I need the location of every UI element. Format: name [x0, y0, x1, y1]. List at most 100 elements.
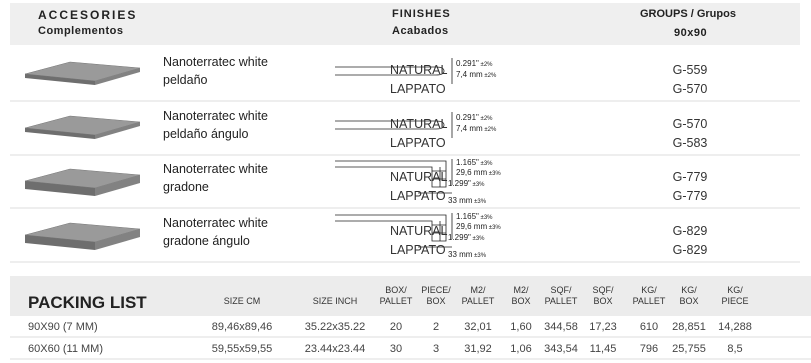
tolerance: ±3%	[470, 182, 485, 188]
profile	[335, 214, 447, 242]
column-header: BOX	[679, 296, 699, 306]
accessory-name: Nanoterratec white	[163, 216, 268, 230]
cell: 25,755	[672, 343, 706, 355]
dimension: 7,4 mm ±2%	[456, 70, 497, 80]
group: G-829	[672, 224, 708, 238]
tile-side	[95, 68, 140, 85]
dimension: 29,6 mm ±3%	[456, 222, 501, 232]
profile	[335, 66, 445, 76]
cell: 8,5	[727, 343, 743, 355]
header-accessories-es: Complementos	[38, 25, 124, 37]
tile-side	[95, 175, 140, 196]
cell: 90X90 (7 MM)	[28, 321, 98, 333]
finish: NATURAL	[390, 63, 448, 77]
group: G-583	[672, 136, 708, 150]
column-header: SIZE INCH	[312, 296, 358, 306]
column-header: PIECE/	[421, 285, 451, 295]
tolerance: ±3%	[487, 225, 501, 231]
column-header: SQF/	[592, 285, 614, 295]
tile-side	[95, 229, 140, 250]
cell: 11,45	[589, 343, 617, 355]
tolerance: ±3%	[478, 215, 493, 221]
accessory-name: gradone ángulo	[163, 234, 250, 248]
finish: NATURAL	[390, 170, 448, 184]
cell: 60X60 (11 MM)	[28, 343, 103, 355]
tolerance: ±2%	[482, 73, 497, 79]
cell: 343,54	[544, 343, 578, 355]
tile-front	[25, 181, 95, 196]
dimension: 1.165" ±3%	[456, 158, 493, 168]
cell: 30	[389, 343, 403, 355]
column-header: PALLET	[632, 296, 666, 306]
dimension: 0.291" ±2%	[456, 59, 493, 69]
header-finishes-es: Acabados	[392, 25, 449, 37]
column-header: KG/	[681, 285, 697, 295]
packing-header-band	[10, 276, 811, 316]
packing-title: PACKING LIST	[28, 293, 147, 312]
column-header: M2/	[470, 285, 486, 295]
cell: 59,55x59,55	[211, 343, 273, 355]
cell: 31,92	[464, 343, 492, 355]
tolerance: ±3%	[472, 253, 487, 259]
cell: 17,23	[589, 321, 617, 333]
finish: LAPPATO	[390, 82, 446, 96]
tolerance: ±3%	[478, 161, 493, 167]
column-header: PIECE	[721, 296, 749, 306]
column-header: BOX/	[385, 285, 407, 295]
finish: LAPPATO	[390, 243, 446, 257]
column-header: KG/	[727, 285, 743, 295]
tolerance: ±3%	[470, 236, 485, 242]
cell: 344,58	[544, 321, 578, 333]
group: G-829	[672, 243, 708, 257]
accessory-name: peldaño	[163, 73, 208, 87]
dimension: 1.299" ±3%	[448, 233, 485, 243]
column-header: BOX	[593, 296, 613, 306]
header-finishes: FINISHES	[392, 8, 451, 20]
finish: LAPPATO	[390, 136, 446, 150]
profile	[335, 160, 447, 188]
finish: NATURAL	[390, 224, 448, 238]
cell: 20	[389, 321, 403, 333]
column-header: PALLET	[544, 296, 578, 306]
accessory-name: Nanoterratec white	[163, 162, 268, 176]
cell: 610	[639, 321, 659, 333]
group: G-559	[672, 63, 708, 77]
dimension: 33 mm ±3%	[448, 196, 487, 206]
tolerance: ±2%	[478, 62, 493, 68]
tile-side	[95, 122, 140, 139]
tile-front	[25, 74, 95, 85]
dimension: 0.291" ±2%	[456, 113, 493, 123]
cell: 14,288	[718, 321, 752, 333]
profile	[335, 120, 445, 130]
group: G-779	[672, 189, 708, 203]
finish: NATURAL	[390, 117, 448, 131]
finish: LAPPATO	[390, 189, 446, 203]
column-header: M2/	[513, 285, 529, 295]
cell: 3	[432, 343, 440, 355]
dimension: 1.299" ±3%	[448, 179, 485, 189]
column-header: BOX	[426, 296, 446, 306]
accessory-name: gradone	[163, 180, 209, 194]
cell: 1,60	[510, 321, 532, 333]
cell: 23.44x23.44	[304, 343, 366, 355]
cell: 28,851	[672, 321, 706, 333]
column-header: PALLET	[461, 296, 495, 306]
cell: 2	[432, 321, 440, 333]
column-header: PALLET	[379, 296, 413, 306]
tolerance: ±2%	[482, 127, 497, 133]
column-header: KG/	[641, 285, 657, 295]
tolerance: ±3%	[487, 171, 501, 177]
tolerance: ±3%	[472, 199, 487, 205]
header-groups: GROUPS / Grupos	[640, 8, 736, 20]
cell: 796	[639, 343, 659, 355]
column-header: BOX	[511, 296, 531, 306]
accessory-name: peldaño ángulo	[163, 127, 249, 141]
accessory-name: Nanoterratec white	[163, 55, 268, 69]
accessory-name: Nanoterratec white	[163, 109, 268, 123]
cell: 1,06	[510, 343, 532, 355]
dimension: 7,4 mm ±2%	[456, 124, 497, 134]
column-header: SIZE CM	[223, 296, 261, 306]
cell: 35.22x35.22	[304, 321, 366, 333]
